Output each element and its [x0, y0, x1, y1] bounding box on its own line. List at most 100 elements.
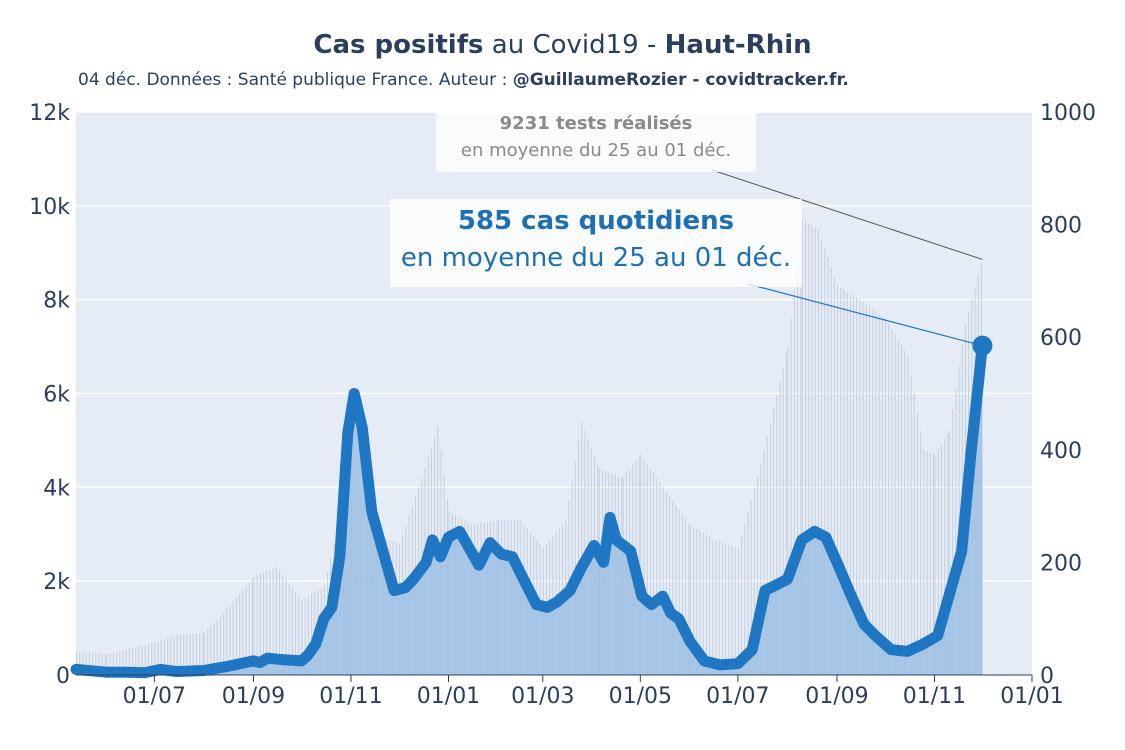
tests-bar: [176, 635, 178, 675]
tests-bar: [92, 652, 94, 675]
left-tick-label: 4k: [43, 476, 70, 501]
x-tick-label: 01/01: [417, 684, 480, 709]
tests-bar: [98, 653, 100, 675]
tests-bar: [275, 567, 277, 675]
tests-bar: [948, 431, 950, 675]
right-tick-label: 600: [1040, 326, 1082, 351]
tests-bar: [769, 422, 771, 675]
tests-bar: [154, 642, 156, 675]
tests-bar: [291, 587, 293, 675]
tests-bar: [669, 496, 671, 675]
tests-bar: [213, 622, 215, 675]
tests-annotation-pointer: [711, 169, 983, 260]
tests-bar: [581, 421, 583, 675]
subtitle-author: @GuillaumeRozier - covidtracker.fr.: [512, 70, 849, 90]
tests-bar: [79, 651, 81, 675]
tests-bar: [199, 633, 201, 675]
tests-bar: [282, 575, 284, 675]
left-tick-label: 12k: [29, 101, 70, 126]
cases-line: [70, 340, 988, 679]
tests-bar: [744, 524, 746, 675]
tests-bar: [800, 234, 802, 675]
tests-bar: [830, 266, 832, 675]
tests-annotation-value: 9231 tests réalisés: [499, 113, 693, 134]
tests-bar: [640, 454, 642, 675]
tests-bar: [101, 653, 103, 675]
tests-bar: [705, 534, 707, 675]
tests-bar: [116, 651, 118, 675]
tests-bar: [141, 645, 143, 675]
tests-bar: [904, 350, 906, 675]
tests-bar: [715, 540, 717, 675]
cases-area: [76, 345, 983, 675]
tests-bar: [947, 433, 949, 675]
left-tick-label: 8k: [43, 289, 70, 314]
tests-bar: [787, 346, 789, 675]
x-tick-label: 01/03: [511, 684, 574, 709]
tests-annotation-period: en moyenne du 25 au 01 déc.: [460, 140, 732, 161]
x-tick-label: 01/09: [805, 684, 868, 709]
tests-bar: [689, 524, 691, 675]
subtitle-source: 04 déc. Données : Santé publique France.…: [78, 70, 513, 90]
tests-bar: [875, 311, 877, 675]
tests-bar: [824, 248, 826, 675]
tests-bar: [272, 568, 274, 675]
tests-bar: [242, 590, 244, 675]
tests-bar: [128, 649, 130, 675]
tests-bar: [852, 295, 854, 675]
tests-bar: [279, 571, 281, 675]
tests-bar: [106, 653, 108, 675]
tests-bar: [776, 394, 778, 675]
tests-bar: [245, 586, 247, 675]
tests-annotation: 9231 tests réalisés en moyenne du 25 au …: [436, 108, 756, 172]
tests-bar: [934, 454, 936, 675]
tests-bar: [750, 500, 752, 675]
tests-bar: [741, 536, 743, 675]
x-tick-label: 01/07: [706, 684, 769, 709]
chart-subtitle: 04 déc. Données : Santé publique France.…: [78, 70, 1078, 90]
tests-bar: [135, 647, 137, 675]
tests-bar: [888, 323, 890, 675]
tests-bar: [868, 306, 870, 675]
tests-bar: [216, 619, 218, 675]
tests-bar: [952, 409, 954, 675]
tests-bar: [76, 651, 78, 675]
tests-bar: [766, 436, 768, 675]
tests-bar: [747, 512, 749, 675]
tests-bar: [298, 595, 300, 675]
tests-bar: [125, 649, 127, 675]
tests-bar: [144, 644, 146, 675]
tests-bar: [195, 633, 197, 675]
tests-bar: [269, 569, 271, 675]
x-tick-label: 01/11: [319, 684, 382, 709]
tests-bar: [757, 475, 759, 675]
tests-bar: [301, 599, 303, 675]
tests-bar: [229, 605, 231, 675]
tests-bar: [653, 473, 655, 675]
right-tick-label: 1000: [1040, 101, 1096, 126]
tests-bar: [147, 643, 149, 675]
tests-bar: [85, 652, 87, 675]
tests-bar: [311, 593, 313, 675]
tests-bar: [183, 634, 185, 675]
left-axis: 0 2k 4k 6k 8k 10k 12k: [29, 101, 70, 689]
tests-bar: [718, 541, 720, 675]
tests-bar: [288, 583, 290, 675]
tests-bar: [109, 653, 111, 675]
tests-bar: [827, 257, 829, 675]
x-axis: 01/07 01/09 01/11 01/01 01/03 01/05 01/07 01/09…: [76, 674, 1064, 709]
tests-bar: [179, 634, 181, 675]
title-bold: Cas positifs: [313, 30, 484, 60]
x-tick-label: 01/05: [609, 684, 672, 709]
tests-bar: [843, 289, 845, 675]
tests-bar: [223, 612, 225, 675]
tests-bar: [782, 367, 784, 675]
tests-bar: [891, 329, 893, 675]
right-tick-label: 800: [1040, 214, 1082, 239]
tests-bar: [675, 505, 677, 675]
tests-bar: [785, 353, 787, 675]
left-tick-label: 10k: [29, 195, 70, 220]
tests-bar: [203, 632, 205, 675]
tests-bar: [173, 636, 175, 675]
cases-annotation: 585 cas quotidiens en moyenne du 25 au 0…: [390, 199, 802, 287]
